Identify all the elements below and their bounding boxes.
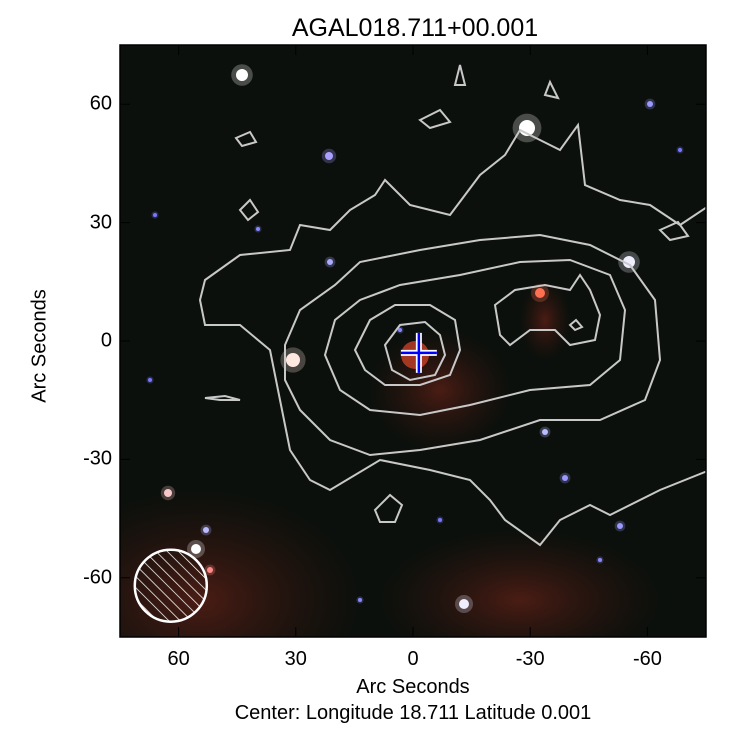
contour-line [453,64,467,86]
contour-line [284,233,662,457]
x-tick-label: -60 [632,648,662,670]
y-tick-label: 0 [100,329,112,352]
star [286,353,300,367]
y-tick-label: -30 [83,447,112,470]
star [678,148,682,152]
star [535,288,545,298]
x-tick-label: -30 [515,648,545,670]
star [623,256,635,268]
chart-title: AGAL018.711+00.001 [291,14,539,42]
contour-line [323,258,627,417]
star [203,527,209,533]
star [647,101,653,107]
contour-line [493,273,602,347]
x-tick-label: 60 [167,648,190,670]
contour-line [418,108,452,130]
nebula [380,530,660,637]
star [325,152,333,160]
x-tick-label: 0 [407,648,419,670]
x-axis-label: Arc Seconds [356,676,470,698]
star [358,598,362,602]
star [191,544,201,554]
source-marker-cross [400,332,437,373]
contour-line [238,198,260,222]
star [153,213,157,217]
contour-line [568,318,584,332]
contour-line [373,493,404,523]
star [327,259,333,265]
contour-line [383,320,447,382]
contour-line [204,394,241,401]
nebula [520,280,570,360]
contour-line [543,79,560,100]
beam-ellipse [133,548,209,623]
star [617,523,623,529]
star [398,328,402,332]
contour-line [234,130,258,148]
beam-circle [133,548,209,623]
star [236,69,248,81]
star [438,518,442,522]
y-tick-label: 60 [89,92,112,115]
center-caption: Center: Longitude 18.711 Latitude 0.001 [234,702,592,724]
x-tick-label: 30 [284,648,307,670]
y-tick-label: 30 [89,211,112,234]
contour-line [198,122,706,547]
contour-line [658,220,690,242]
nebula [370,330,510,450]
star [256,227,260,231]
star [562,475,568,481]
star [598,558,602,562]
star [542,429,548,435]
star [459,599,469,609]
star [164,489,172,497]
star [207,567,213,573]
y-tick-label: -60 [83,566,112,589]
contour-line [353,304,462,386]
star [148,378,152,382]
